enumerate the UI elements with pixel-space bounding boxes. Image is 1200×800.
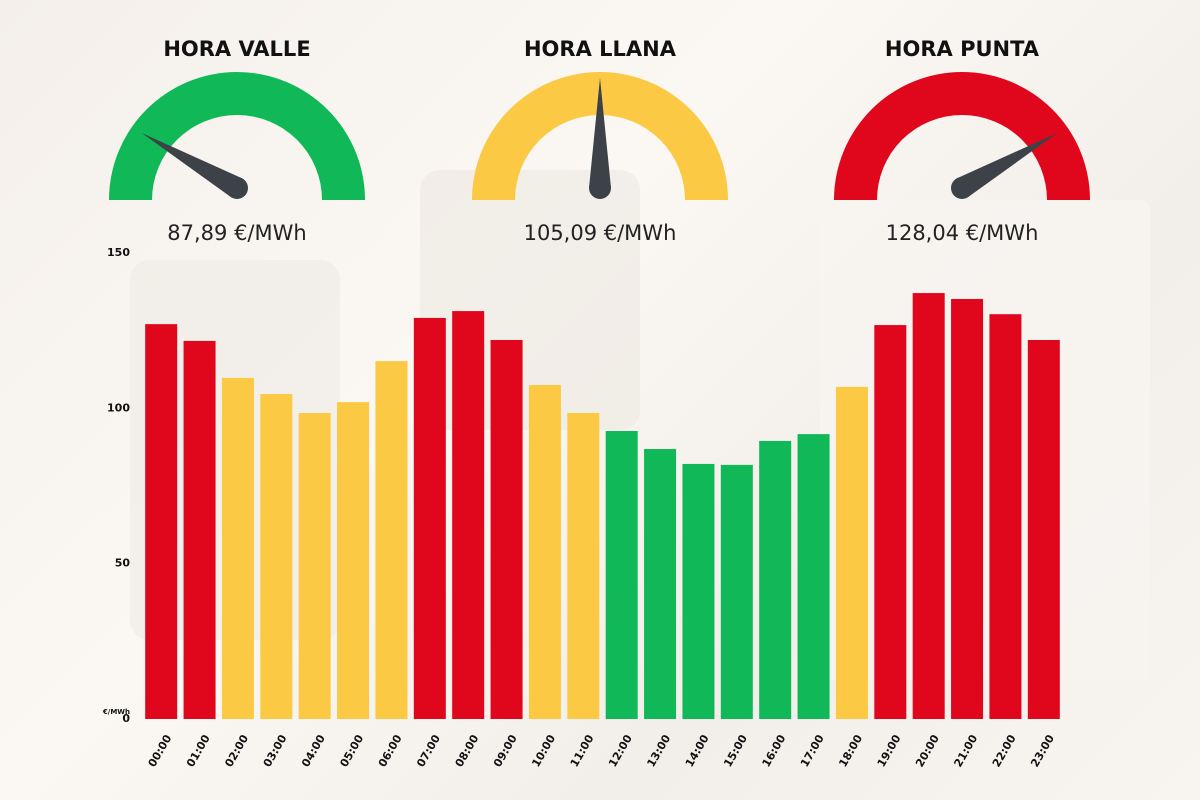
bar xyxy=(912,293,945,719)
x-tick-label: 21:00 xyxy=(951,732,980,769)
bar xyxy=(720,464,753,719)
bar xyxy=(874,325,907,719)
bar xyxy=(682,463,715,719)
gauge-needle xyxy=(141,133,243,198)
gauge-title: HORA VALLE xyxy=(163,37,310,61)
y-tick-label: 100 xyxy=(107,401,130,414)
bar xyxy=(413,317,446,719)
x-tick-label: 16:00 xyxy=(760,732,789,769)
bar xyxy=(605,431,638,719)
y-tick-label: 50 xyxy=(115,557,131,570)
bar xyxy=(452,311,485,719)
gauge-arc xyxy=(109,72,365,200)
gauge-arc xyxy=(834,72,1090,200)
gauge-title: HORA PUNTA xyxy=(885,37,1040,61)
x-tick-label: 15:00 xyxy=(721,732,750,769)
x-tick-label: 07:00 xyxy=(414,732,443,769)
gauge-hub xyxy=(226,177,248,199)
gauge-arc xyxy=(472,72,728,200)
bar xyxy=(835,386,868,719)
bar xyxy=(221,377,254,719)
x-tick-label: 12:00 xyxy=(606,732,635,769)
gauge-hub xyxy=(951,177,973,199)
gauge-value: 87,89 €/MWh xyxy=(167,221,306,245)
bar xyxy=(528,385,561,719)
bar xyxy=(260,394,293,719)
x-tick-label: 04:00 xyxy=(299,732,328,769)
x-tick-label: 22:00 xyxy=(990,732,1019,769)
x-tick-label: 09:00 xyxy=(491,732,520,769)
x-tick-label: 03:00 xyxy=(261,732,290,769)
x-tick-label: 06:00 xyxy=(376,732,405,769)
y-axis-label: €/MWh xyxy=(102,708,130,716)
bar xyxy=(490,339,523,719)
x-tick-label: 02:00 xyxy=(222,732,251,769)
x-tick-label: 20:00 xyxy=(913,732,942,769)
gauge-needle xyxy=(956,133,1058,198)
bar xyxy=(145,324,178,719)
x-tick-label: 19:00 xyxy=(875,732,904,769)
gauge-value: 105,09 €/MWh xyxy=(524,221,677,245)
gauge-needle xyxy=(589,78,611,188)
bar xyxy=(567,412,600,719)
bar xyxy=(759,440,792,719)
x-tick-label: 13:00 xyxy=(644,732,673,769)
bar xyxy=(337,402,370,719)
x-tick-label: 18:00 xyxy=(836,732,865,769)
x-tick-label: 01:00 xyxy=(184,732,213,769)
bar xyxy=(183,340,216,719)
bar xyxy=(989,314,1022,719)
bar xyxy=(951,298,984,719)
x-tick-label: 08:00 xyxy=(453,732,482,769)
x-tick-label: 23:00 xyxy=(1028,732,1057,769)
x-tick-label: 14:00 xyxy=(683,732,712,769)
x-tick-label: 00:00 xyxy=(146,732,175,769)
x-tick-label: 17:00 xyxy=(798,732,827,769)
y-tick-label: 150 xyxy=(107,246,130,259)
x-tick-label: 10:00 xyxy=(529,732,558,769)
gauge-hub xyxy=(589,177,611,199)
x-tick-label: 05:00 xyxy=(337,732,366,769)
background-house xyxy=(820,200,1150,680)
y-tick-label: 0 xyxy=(122,712,130,725)
bar xyxy=(1027,339,1060,719)
bar xyxy=(375,361,408,719)
bar xyxy=(644,449,677,719)
gauge-value: 128,04 €/MWh xyxy=(886,221,1039,245)
gauge-title: HORA LLANA xyxy=(524,37,677,61)
x-tick-label: 11:00 xyxy=(568,732,597,769)
bar xyxy=(797,434,830,719)
bar xyxy=(298,412,331,719)
